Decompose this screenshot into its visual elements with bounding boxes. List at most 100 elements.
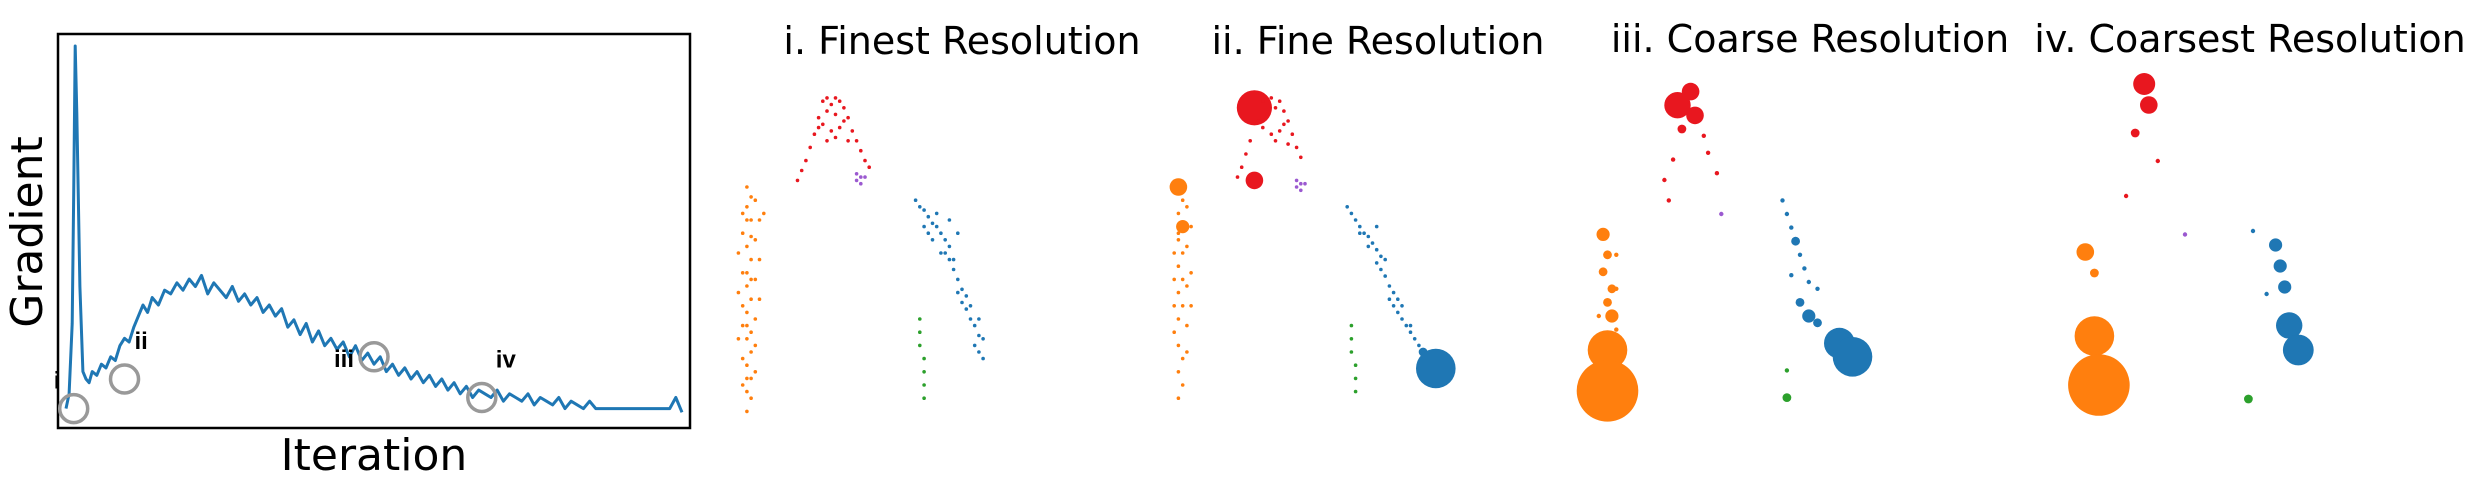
scatter-point [1239,165,1244,169]
scatter-point [1185,350,1189,354]
scatter-point [1607,284,1617,294]
scatter-point [922,224,926,229]
scatter-point [922,383,926,387]
panel-title-finest: i. Finest Resolution [783,19,1140,63]
scatter-point [2123,193,2129,199]
scatter-point [1412,337,1417,341]
scatter-point [2090,268,2099,278]
scatter-point [1664,92,1691,119]
scatter-point [745,310,749,315]
scatter-point [1294,145,1299,150]
scatter-point [736,290,741,295]
scatter-point [964,294,969,298]
annotation-label-i: i [54,368,61,395]
scatter-point [1576,360,1639,422]
scatter-point [1235,175,1240,179]
scatter-point [1172,330,1176,335]
scatter-point [749,330,753,335]
scatter-point [1404,323,1409,328]
scatter-points-finest [736,96,985,414]
scatter-point [757,218,762,222]
scatter-point [1587,330,1628,370]
scatter-point [1261,99,1265,103]
scatter-point [922,356,926,361]
scatter-point [2074,316,2115,356]
scatter-point [1303,181,1307,186]
scatter-point [1374,224,1379,229]
scatter-point [1374,247,1379,252]
scatter-point [1596,313,1602,319]
scatter-point [1789,225,1794,230]
scatter-point [745,271,749,275]
scatter-point [1614,327,1619,332]
scatter-point [951,257,956,262]
scatter-point [1345,205,1349,209]
scatter-point [808,145,812,150]
scatter-point [1277,99,1282,103]
scatter-point [749,376,753,381]
scatter-point [1662,177,1667,183]
scatter-point [1277,129,1282,133]
scatter-point [740,356,745,361]
scatter-point [2282,334,2314,366]
scatter-point [1294,185,1299,189]
annotation-circle-iv [466,381,498,414]
scatter-point [1596,227,1610,241]
scatter-point [821,99,825,103]
scatter-point [833,96,838,100]
scatter-point [1603,298,1612,307]
scatter-point [1784,211,1790,217]
scatter-point [1780,198,1785,203]
scatter-point [1248,139,1252,143]
scatter-point [981,356,985,361]
scatter-point [1265,112,1269,117]
scatter-point [918,205,922,209]
scatter-point [956,231,960,235]
scatter-point [2155,158,2160,164]
scatter-point [846,139,850,143]
scatter-point [1358,224,1362,229]
scatter-point [934,224,939,229]
scatter-point [753,198,758,202]
scatter-point [837,99,842,103]
scatter-point [1282,109,1286,113]
scatter-point [1176,220,1190,234]
scatter-point [825,109,829,113]
scatter-point [2068,354,2130,416]
scatter-point [947,257,952,262]
scatter-point [918,343,922,348]
scatter-point [2276,312,2303,339]
scatter-point [1273,106,1278,110]
scatter-point [757,257,762,262]
scatter-point [1172,304,1176,308]
scatter-point [2133,73,2156,95]
scatter-point [749,195,753,199]
scatter-point [749,218,753,222]
scatter-point [1374,261,1379,265]
scatter-point [1719,211,1724,217]
scatter-point [1353,389,1358,394]
scatter-point [762,211,766,216]
scatter-point [1176,290,1181,295]
scatter-point [1299,188,1303,193]
scatter-point [1244,152,1248,156]
scatter-point [1705,150,1711,155]
scatter-point [2250,228,2256,234]
scatter-point [1782,393,1792,402]
scatter-point [1714,171,1720,176]
scatter-point [833,112,838,117]
scatter-point [1815,286,1820,291]
scatter-point [1813,318,1822,328]
scatter-point [1299,155,1303,160]
scatter-point [1391,290,1396,295]
scatter-point [939,251,943,255]
annotation-circle-i [57,392,90,425]
scatter-point [1598,267,1608,277]
scatter-point [745,363,749,368]
scatter-point [863,175,867,179]
scatter-point [1286,142,1290,146]
scatter-point [956,277,960,282]
scatter-point [1396,297,1400,302]
scatter-point [2264,291,2269,297]
